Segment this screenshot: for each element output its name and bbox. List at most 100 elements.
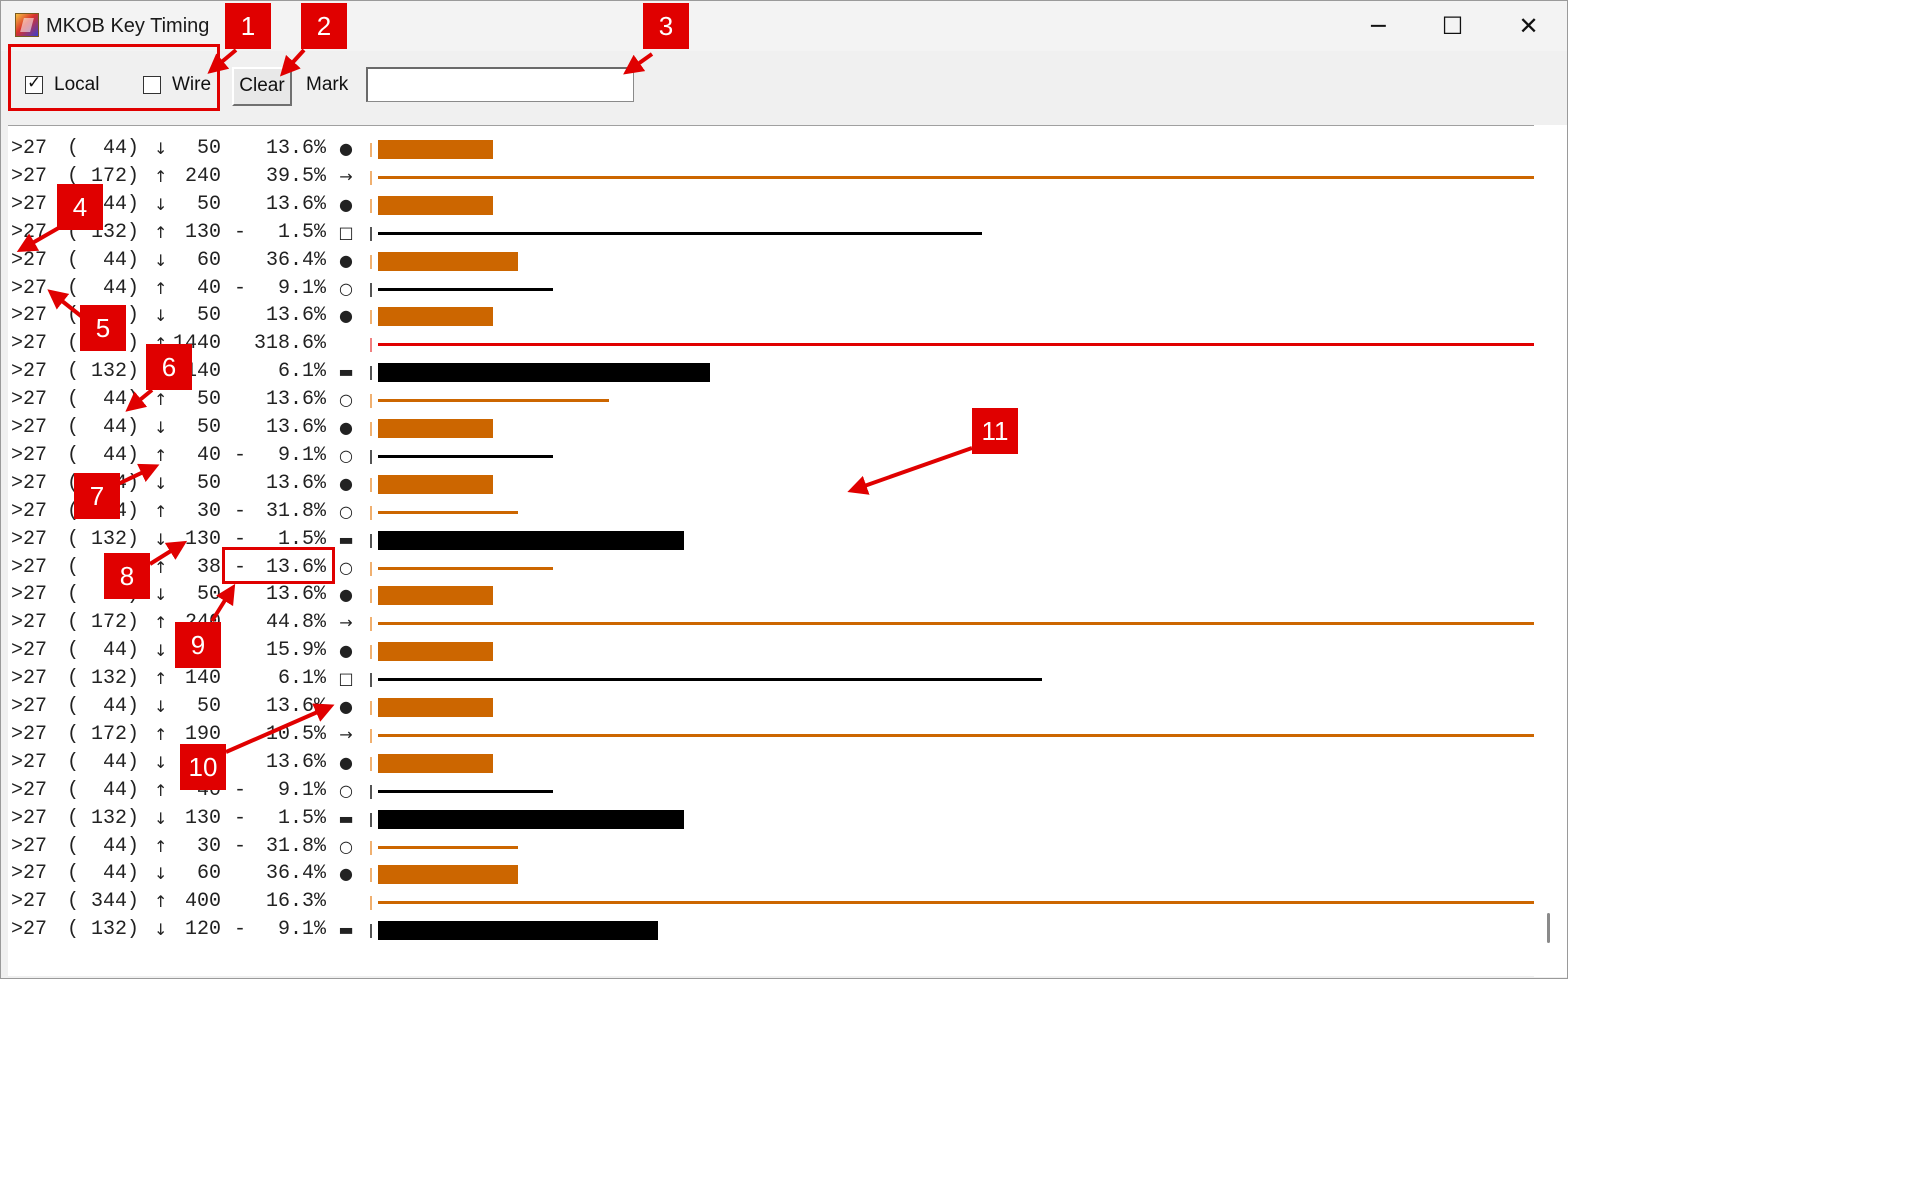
- row-direction-icon: ↓: [154, 641, 168, 661]
- row-element-icon: ○: [339, 278, 353, 298]
- row-id: >27: [11, 527, 48, 551]
- row-duration: 130: [184, 527, 221, 551]
- row-baseline-tick: [370, 394, 372, 409]
- close-icon[interactable]: ✕: [1518, 12, 1539, 40]
- row-element-icon: ●: [339, 250, 353, 270]
- row-element-icon: →: [339, 724, 353, 744]
- row-baseline-tick: [370, 701, 372, 715]
- local-checkbox-box[interactable]: [25, 73, 43, 94]
- row-element-icon: ○: [339, 390, 353, 410]
- row-dot-count: ( 132): [67, 806, 140, 830]
- timing-line: [378, 175, 1534, 179]
- row-element-icon: ○: [339, 836, 353, 856]
- row-deviation: 9.1%: [277, 443, 326, 467]
- row-baseline-tick: [370, 143, 372, 157]
- row-baseline-tick: [370, 338, 372, 353]
- arrow-11: [847, 446, 973, 495]
- row-deviation: 13.6%: [265, 388, 326, 412]
- row-element-icon: ●: [339, 864, 353, 884]
- annotation-badge-1: 1: [225, 3, 271, 49]
- row-element-icon: ●: [339, 641, 353, 661]
- maximize-icon[interactable]: ☐: [1441, 12, 1464, 40]
- row-id: >27: [11, 722, 48, 746]
- timing-row: >27 ( 132) ↓ 130- 1.5% ▬: [8, 805, 1534, 833]
- wire-checkbox-label: Wire: [172, 74, 212, 95]
- row-element-icon: ●: [339, 585, 353, 605]
- row-baseline-tick: [370, 505, 372, 520]
- timing-bar: [378, 363, 710, 383]
- row-deviation: 36.4%: [265, 248, 326, 272]
- timing-display[interactable]: > ( ) , >27 ( 44) ↓ 50 13.6% ● >27 ( 172) ↑ 240 39…: [8, 125, 1534, 976]
- row-baseline-tick: [370, 812, 372, 827]
- row-deviation: 1.5%: [277, 527, 326, 551]
- timing-bar: [378, 419, 493, 438]
- row-baseline-tick: [370, 896, 372, 911]
- row-element-icon: ●: [339, 306, 353, 326]
- row-sign: -: [234, 499, 247, 523]
- row-direction-icon: ↑: [154, 780, 168, 800]
- wire-checkbox-box[interactable]: [143, 76, 161, 94]
- row-deviation: 6.1%: [277, 360, 326, 384]
- row-id: >27: [11, 499, 48, 523]
- row-deviation: 44.8%: [265, 611, 326, 635]
- row-direction-icon: ↓: [154, 697, 168, 716]
- timing-bar: [378, 530, 684, 550]
- row-baseline-tick: [370, 840, 372, 855]
- arrow-3: [623, 52, 654, 75]
- timing-bar: [378, 698, 493, 717]
- row-direction-icon: ↓: [154, 139, 168, 158]
- vertical-scrollbar[interactable]: [1534, 125, 1567, 977]
- row-deviation: 13.6%: [265, 555, 326, 579]
- row-element-icon: □: [338, 222, 354, 242]
- timing-row: >27 ( 172) ↑ 240 39.5% →: [8, 163, 1534, 191]
- row-dot-count: ( 44): [67, 416, 140, 439]
- row-baseline-tick: [370, 282, 372, 297]
- row-id: >27: [11, 583, 48, 607]
- row-id: >27: [11, 611, 48, 635]
- row-id: >27: [11, 443, 48, 467]
- row-deviation: 13.6%: [265, 416, 326, 439]
- row-id: >27: [11, 304, 48, 328]
- timing-row: >27 ( 44) ↑ 40- 9.1% ○: [8, 275, 1534, 303]
- row-baseline-tick: [370, 756, 372, 771]
- row-baseline-tick: [370, 728, 372, 743]
- row-baseline-tick: [370, 561, 372, 576]
- timing-line: [378, 733, 1534, 737]
- timing-bar: [378, 474, 493, 494]
- row-element-icon: ▬: [338, 920, 354, 940]
- row-duration: 50: [196, 304, 221, 328]
- mark-input[interactable]: [366, 67, 634, 102]
- row-deviation: 13.6%: [265, 695, 326, 718]
- row-duration: 50: [196, 583, 221, 607]
- arrow-1: [207, 48, 238, 74]
- clear-button[interactable]: Clear: [232, 67, 292, 106]
- row-direction-icon: ↑: [154, 501, 168, 521]
- row-dot-count: ( 344): [67, 890, 140, 914]
- row-direction-icon: ↓: [154, 864, 168, 884]
- row-sign: -: [234, 834, 247, 858]
- arrow-9: [210, 583, 236, 623]
- minimize-icon[interactable]: ─: [1371, 12, 1386, 40]
- row-duration: 30: [196, 834, 221, 858]
- timing-line: [378, 566, 553, 570]
- row-dot-count: ( 44): [67, 750, 140, 774]
- row-duration: 400: [184, 890, 221, 914]
- row-deviation: 15.9%: [265, 639, 326, 663]
- row-duration: 50: [196, 137, 221, 160]
- row-sign: -: [234, 276, 247, 300]
- row-direction-icon: ↓: [154, 250, 168, 270]
- row-direction-icon: ↑: [154, 222, 168, 242]
- row-id: >27: [11, 416, 48, 439]
- row-deviation: 13.6%: [265, 137, 326, 160]
- row-deviation: 16.3%: [265, 890, 326, 914]
- row-direction-icon: ↓: [154, 920, 168, 940]
- window-title: MKOB Key Timing: [46, 15, 210, 37]
- row-sign: -: [234, 443, 247, 467]
- row-element-icon: ○: [339, 445, 353, 465]
- row-deviation: 39.5%: [265, 164, 326, 188]
- row-direction-icon: ↑: [154, 557, 168, 577]
- scrollbar-thumb[interactable]: [1547, 913, 1550, 943]
